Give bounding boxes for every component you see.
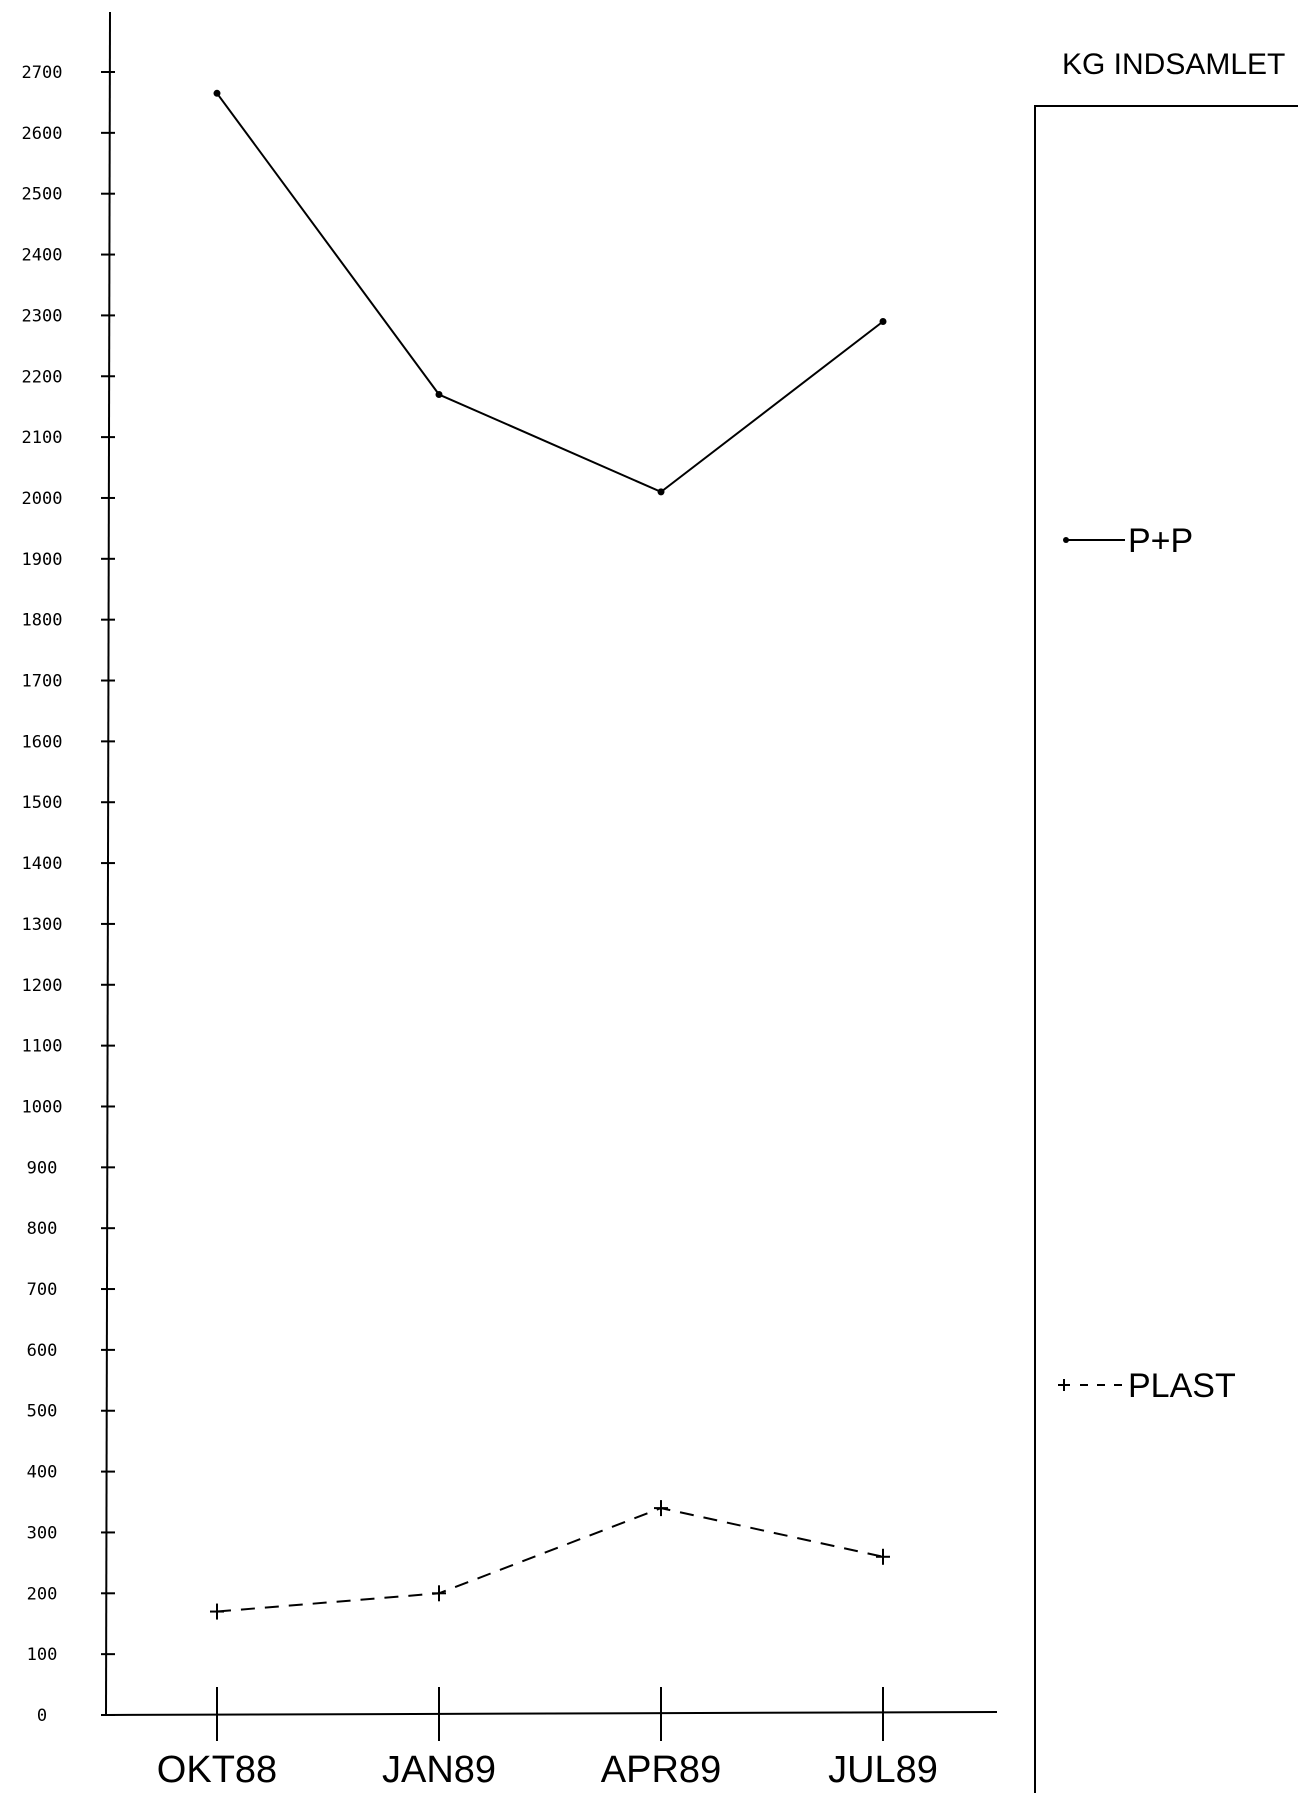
y-tick-label: 700 — [27, 1280, 58, 1300]
data-point — [432, 1585, 446, 1602]
legend-label: P+P — [1128, 522, 1193, 560]
y-tick-label: 2700 — [22, 63, 63, 83]
y-tick-label: 1900 — [22, 550, 63, 570]
y-tick-label: 2000 — [22, 489, 63, 509]
x-category-label: OKT88 — [157, 1749, 277, 1791]
series-line-1 — [216, 1507, 884, 1613]
y-tick-label: 2200 — [22, 367, 63, 387]
x-category-label: JUL89 — [828, 1749, 938, 1791]
legend: P+P PLAST — [1058, 522, 1236, 1405]
y-tick-label: 200 — [27, 1584, 58, 1604]
data-point — [879, 317, 887, 325]
y-tick-label: 300 — [27, 1523, 58, 1543]
y-tick-label: 500 — [27, 1402, 58, 1422]
x-axis-line — [105, 1711, 998, 1716]
y-tick-label: 2600 — [22, 124, 63, 144]
y-tick-label: 1000 — [22, 1097, 63, 1117]
legend-label: PLAST — [1128, 1367, 1236, 1405]
y-tick-label: 1500 — [22, 793, 63, 813]
y-tick-label: 1300 — [22, 915, 63, 935]
y-tick-label: 2300 — [22, 306, 63, 326]
legend-box — [1034, 105, 1298, 1793]
y-tick-label: 1800 — [22, 611, 63, 631]
y-tick-label: 1100 — [22, 1037, 63, 1057]
y-tick-label: 2500 — [22, 185, 63, 205]
data-point — [213, 89, 221, 97]
x-category-label: JAN89 — [382, 1749, 496, 1791]
y-tick-label: 100 — [27, 1645, 58, 1665]
data-point — [210, 1603, 224, 1620]
legend-entry-1: PLAST — [1058, 1367, 1236, 1405]
y-tick-label: 2400 — [22, 246, 63, 266]
series-layer — [210, 89, 890, 1620]
y-axis-ticks: 0 100 200 300 400 500 600 700 800 900 1000 1100 1200… — [22, 63, 115, 1726]
series-line-0 — [216, 92, 884, 494]
x-axis-ticks: OKT88 JAN89 APR89 JUL89 — [157, 1687, 938, 1791]
y-tick-label: 2100 — [22, 428, 63, 448]
x-category-label: APR89 — [601, 1749, 721, 1791]
data-point — [435, 391, 443, 399]
y-tick-label: 800 — [27, 1219, 58, 1239]
y-tick-label: 400 — [27, 1463, 58, 1483]
y-tick-label: 1600 — [22, 732, 63, 752]
y-tick-label: 1400 — [22, 854, 63, 874]
y-tick-label: 1200 — [22, 976, 63, 996]
y-tick-label: 0 — [37, 1706, 47, 1726]
y-tick-label: 600 — [27, 1341, 58, 1361]
y-tick-label: 900 — [27, 1158, 58, 1178]
data-point — [876, 1548, 890, 1565]
chart-title: KG INDSAMLET — [1062, 48, 1285, 81]
data-point — [654, 1500, 668, 1517]
y-tick-label: 1700 — [22, 672, 63, 692]
legend-entry-0: P+P — [1063, 522, 1193, 560]
data-point — [657, 488, 665, 496]
